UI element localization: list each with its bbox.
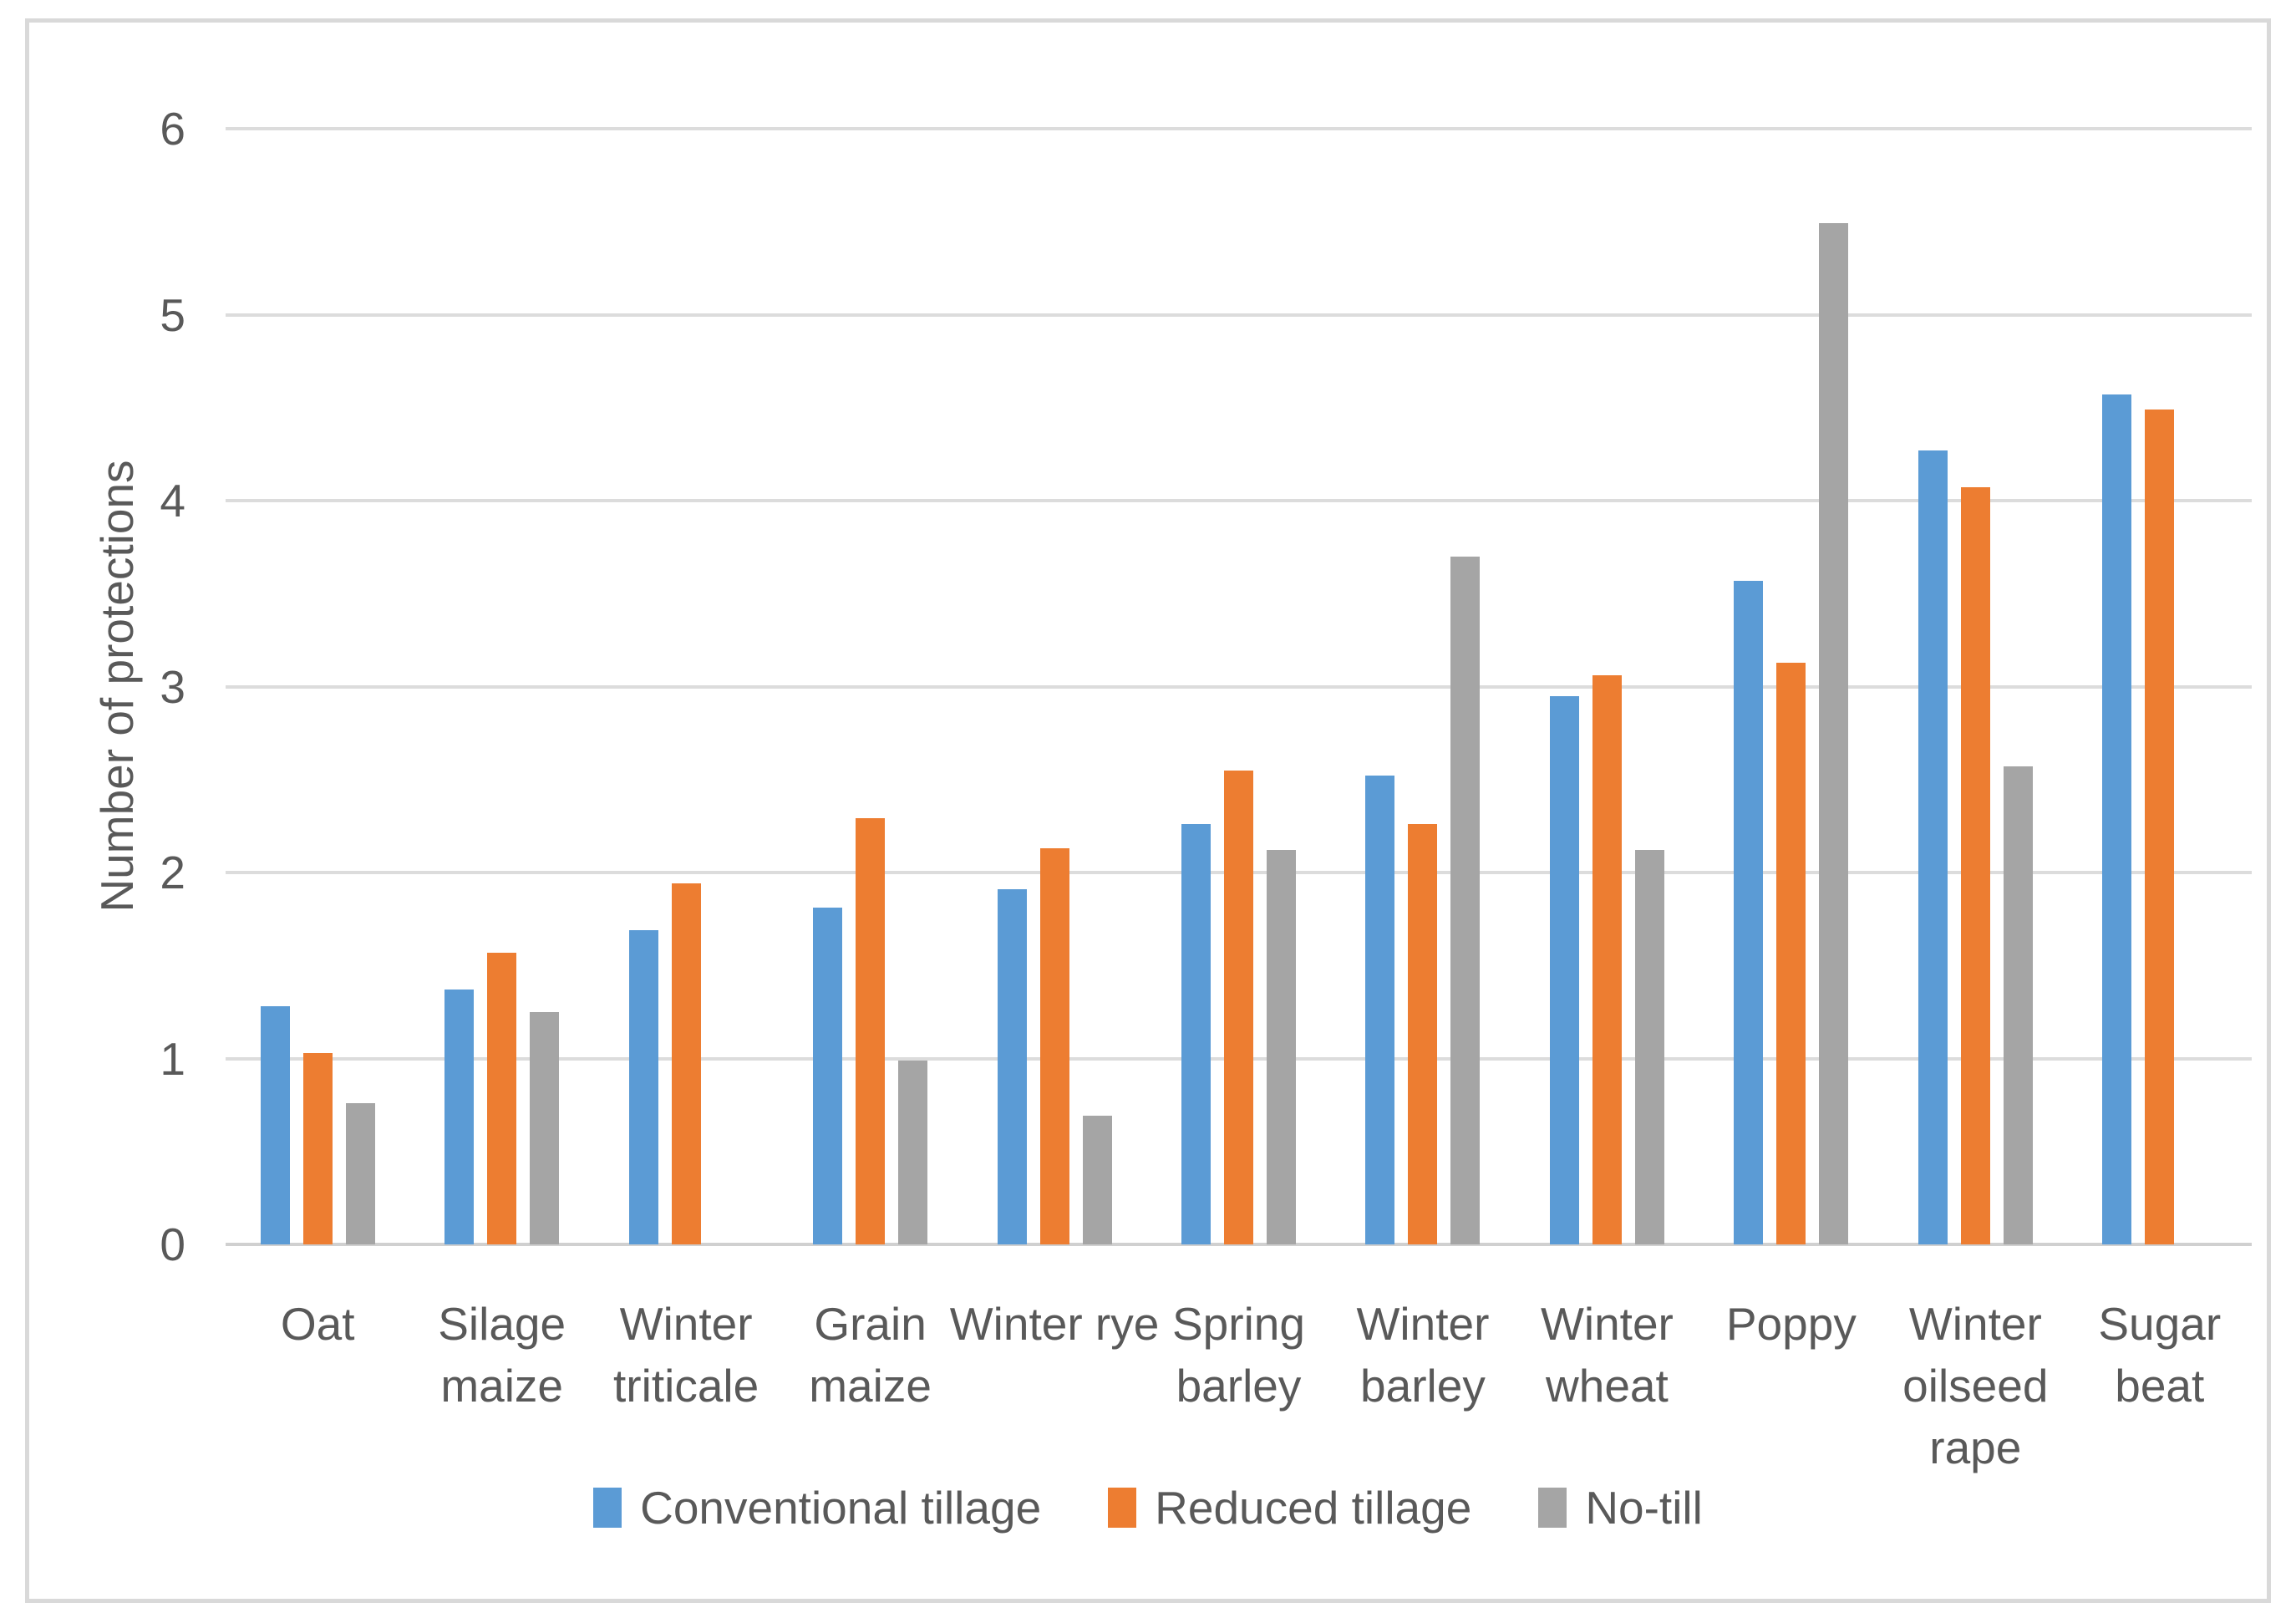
legend-swatch-icon <box>1108 1488 1137 1528</box>
bar <box>1776 662 1806 1244</box>
legend-label: Reduced tillage <box>1155 1482 1472 1534</box>
x-category-label: Poppy <box>1725 1298 1857 1350</box>
bar <box>1634 850 1664 1244</box>
bar <box>628 929 658 1244</box>
x-category-label: Winter triticale <box>613 1298 759 1412</box>
x-category-label: Winter oilseed rape <box>1902 1298 2049 1473</box>
bar <box>856 818 886 1244</box>
bar <box>898 1060 928 1244</box>
legend-swatch-icon <box>1538 1488 1567 1528</box>
bar <box>671 883 701 1244</box>
bar <box>2003 766 2033 1244</box>
gridline-y0 <box>226 1243 2252 1246</box>
y-tick-label-4: 4 <box>160 475 185 527</box>
bar <box>1450 556 1481 1244</box>
chart-border <box>25 18 2271 1603</box>
x-category-label: Silage maize <box>438 1298 566 1412</box>
legend-label: Conventional tillage <box>640 1482 1042 1534</box>
bar <box>1960 487 1990 1244</box>
bar <box>1181 824 1211 1244</box>
bar <box>487 952 517 1244</box>
y-tick-label-3: 3 <box>160 660 185 713</box>
x-category-label: Winter rye <box>949 1298 1160 1350</box>
bar <box>2102 394 2132 1244</box>
gridline-y6 <box>226 127 2252 130</box>
legend-item: Reduced tillage <box>1108 1478 1471 1538</box>
bar <box>1039 848 1069 1244</box>
gridline-y5 <box>226 313 2252 317</box>
bar <box>1734 580 1764 1244</box>
bar <box>260 1006 290 1244</box>
bar <box>302 1052 333 1244</box>
legend-item: No-till <box>1538 1478 1703 1538</box>
plot-area <box>226 127 2252 1246</box>
bar <box>1408 824 1438 1244</box>
x-category-label: Sugar beat <box>2098 1298 2222 1412</box>
bar <box>1819 223 1849 1244</box>
y-tick-label-2: 2 <box>160 847 185 898</box>
bar <box>1549 695 1579 1244</box>
bar <box>444 990 475 1244</box>
y-tick-label-0: 0 <box>160 1219 185 1270</box>
bar <box>2145 409 2175 1244</box>
bar <box>345 1102 375 1244</box>
gridline-y3 <box>226 684 2252 689</box>
x-category-label: Spring barley <box>1172 1298 1305 1412</box>
gridline-y4 <box>226 499 2252 502</box>
y-tick-label-5: 5 <box>160 288 185 341</box>
legend: Conventional tillage Reduced tillage No-ti… <box>0 1478 2296 1538</box>
x-category-label: Winter wheat <box>1540 1298 1674 1412</box>
bar <box>1224 770 1253 1244</box>
bar <box>1267 850 1296 1244</box>
x-category-label: Grain maize <box>809 1298 932 1412</box>
legend-item: Conventional tillage <box>593 1478 1041 1538</box>
bar <box>1592 675 1622 1244</box>
bar <box>1082 1116 1112 1244</box>
legend-label: No-till <box>1585 1482 1703 1534</box>
x-category-label: Oat <box>280 1298 355 1350</box>
bar <box>997 889 1027 1244</box>
bar <box>813 908 843 1244</box>
bar <box>1918 450 1948 1244</box>
y-tick-label-1: 1 <box>160 1032 185 1085</box>
legend-swatch-icon <box>593 1488 622 1528</box>
x-category-label: Winter barley <box>1356 1298 1490 1412</box>
y-tick-label-6: 6 <box>160 103 185 155</box>
bar <box>530 1011 560 1244</box>
bar <box>1365 776 1395 1244</box>
